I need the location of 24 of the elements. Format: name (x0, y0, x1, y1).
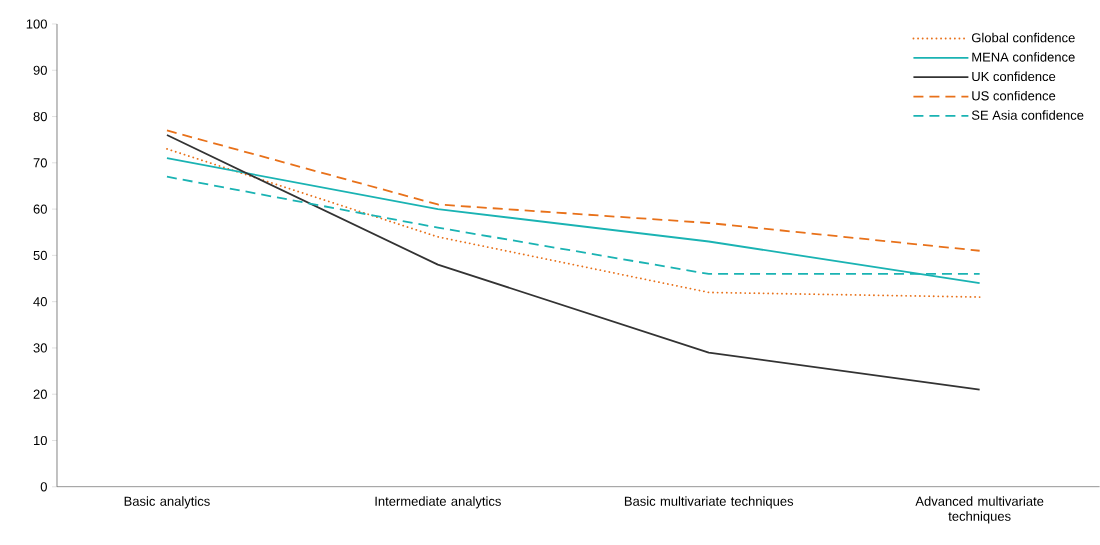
y-tick-label: 50 (33, 250, 47, 261)
y-tick-label: 30 (33, 343, 47, 353)
legend-label: UK confidence (972, 71, 1056, 82)
y-tick-label: 90 (33, 65, 47, 75)
x-tick-label: Intermediate analytics (375, 496, 501, 509)
legend-label: US confidence (972, 90, 1056, 101)
x-tick-label: Basic multivariate techniques (624, 496, 794, 509)
line-series (166, 134, 981, 391)
y-tick-label: 60 (33, 204, 47, 214)
x-tick-label: Advanced multivariate techniques (915, 496, 1044, 524)
legend-label: MENA confidence (972, 52, 1075, 62)
y-tick-label: 10 (33, 436, 47, 446)
line-series (166, 129, 981, 252)
y-tick-label: 70 (33, 158, 47, 168)
line-series (166, 157, 981, 285)
y-tick-label: 0 (40, 482, 47, 492)
y-tick-label: 80 (33, 112, 47, 122)
x-tick-label: Basic analytics (124, 496, 210, 509)
legend-label: Global confidence (971, 32, 1075, 43)
line-series (166, 148, 981, 299)
y-tick-label: 40 (33, 297, 47, 307)
legend-label: SE Asia confidence (971, 110, 1084, 120)
y-tick-label: 100 (26, 19, 47, 29)
y-tick-label: 20 (33, 389, 47, 399)
